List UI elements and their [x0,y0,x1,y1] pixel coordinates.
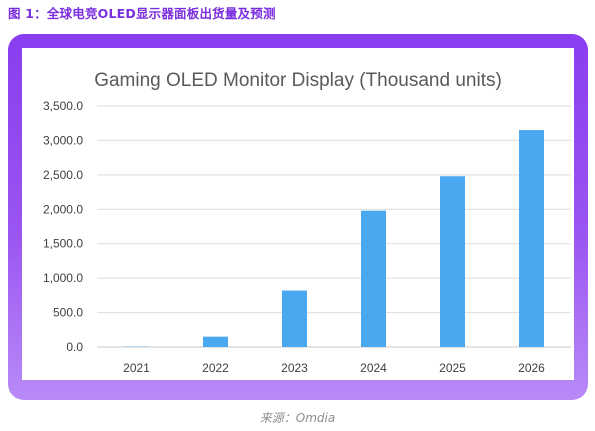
bar-2026 [519,130,544,347]
bar-2025 [440,176,465,347]
bar-2022 [203,336,228,347]
x-tick-label: 2026 [518,361,545,375]
x-tick-label: 2022 [202,361,229,375]
x-tick-label: 2025 [439,361,466,375]
y-tick-label: 500.0 [53,306,83,320]
y-tick-label: 2,000.0 [43,202,83,216]
y-tick-label: 1,500.0 [43,237,83,251]
gridlines [97,105,571,348]
y-tick-label: 0.0 [66,340,83,354]
bar-2024 [361,210,386,347]
y-tick-label: 3,500.0 [43,99,83,113]
x-tick-label: 2023 [281,361,308,375]
source-note: 来源：Omdia [259,411,336,425]
y-tick-label: 3,000.0 [43,133,83,147]
chart-title: Gaming OLED Monitor Display (Thousand un… [94,70,502,91]
bars [124,130,544,347]
x-tick-label: 2021 [123,361,150,375]
chart-frame: Gaming OLED Monitor Display (Thousand un… [8,34,588,400]
x-axis-ticks: 2021 2022 2023 2024 2025 2026 [123,361,545,375]
y-tick-label: 1,000.0 [43,271,83,285]
figure-caption: 图 1：全球电竞OLED显示器面板出货量及预测 [8,6,276,21]
chart-panel: Gaming OLED Monitor Display (Thousand un… [22,48,574,380]
y-axis-ticks: 0.0 500.0 1,000.0 1,500.0 2,000.0 2,500.0 3,00… [43,99,83,354]
y-tick-label: 2,500.0 [43,168,83,182]
bar-2023 [282,290,307,347]
bar-chart: Gaming OLED Monitor Display (Thousand un… [43,70,571,375]
x-tick-label: 2024 [360,361,387,375]
